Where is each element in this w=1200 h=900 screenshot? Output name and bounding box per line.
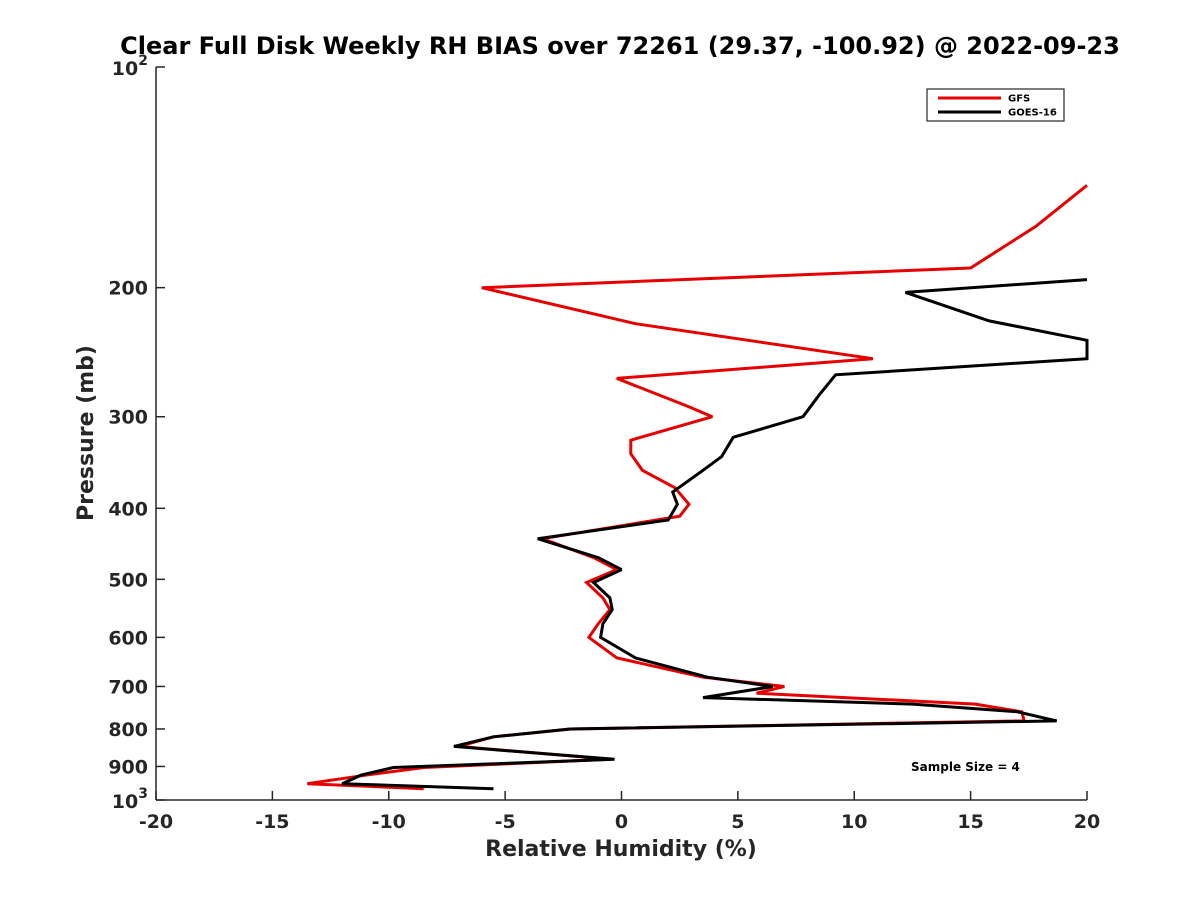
y-tick-label: 103 bbox=[112, 786, 148, 813]
x-ticks: -20 -15 -10 -5 0 5 10 15 20 bbox=[139, 791, 1100, 833]
legend-label: GFS bbox=[1008, 94, 1030, 105]
legend-box bbox=[926, 88, 1065, 122]
legend: GFS GOES-16 bbox=[926, 88, 1065, 122]
y-tick-label: 900 bbox=[108, 756, 148, 778]
y-tick-exponent: 2 bbox=[138, 53, 148, 69]
y-tick-label: 500 bbox=[108, 569, 148, 591]
x-tick-label: 20 bbox=[1074, 811, 1100, 833]
x-tick-label: 5 bbox=[731, 811, 744, 833]
x-tick-label: 15 bbox=[957, 811, 983, 833]
y-tick-base: 10 bbox=[112, 58, 138, 80]
y-tick-label: 600 bbox=[108, 627, 148, 649]
sample-size-annotation: Sample Size = 4 bbox=[911, 760, 1020, 774]
x-tick-label: 10 bbox=[841, 811, 867, 833]
y-axis-label: Pressure (mb) bbox=[74, 345, 99, 521]
y-tick-label: 200 bbox=[108, 278, 148, 300]
x-tick-label: 0 bbox=[615, 811, 628, 833]
y-tick-label: 300 bbox=[108, 407, 148, 429]
chart-title: Clear Full Disk Weekly RH BIAS over 7226… bbox=[120, 32, 1120, 60]
x-axis-label: Relative Humidity (%) bbox=[485, 837, 757, 862]
y-tick-label: 400 bbox=[108, 498, 148, 520]
y-tick-label: 102 bbox=[112, 53, 148, 80]
legend-label: GOES-16 bbox=[1008, 108, 1057, 119]
series-line-gfs bbox=[307, 184, 1088, 791]
y-tick-label: 800 bbox=[108, 719, 148, 741]
y-tick-exponent: 3 bbox=[138, 786, 148, 802]
x-tick-label: -5 bbox=[495, 811, 516, 833]
x-tick-label: -15 bbox=[255, 811, 289, 833]
y-tick-base: 10 bbox=[112, 791, 138, 813]
x-tick-label: -10 bbox=[372, 811, 406, 833]
y-tick-label: 700 bbox=[108, 676, 148, 698]
series-line-goes-16 bbox=[341, 278, 1089, 791]
plot-area bbox=[307, 184, 1089, 791]
x-tick-label: -20 bbox=[139, 811, 173, 833]
